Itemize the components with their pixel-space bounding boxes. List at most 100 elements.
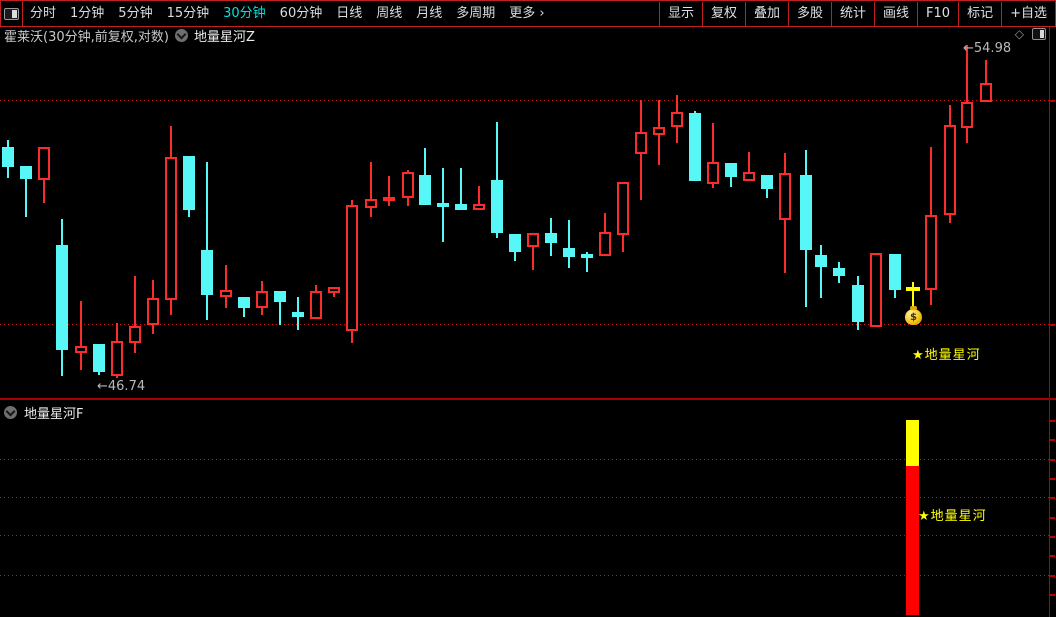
toolbar-button-7[interactable]: 标记 <box>958 1 1001 26</box>
candle <box>509 234 521 252</box>
sub-indicator-name: 地量星河F <box>24 407 84 422</box>
toolbar-button-8[interactable]: +自选 <box>1001 1 1055 26</box>
candle <box>365 199 377 208</box>
axis-tick <box>1049 594 1055 596</box>
price-axis-border <box>1049 27 1050 617</box>
chevron-down-circle-icon[interactable] <box>4 406 17 419</box>
candle <box>111 341 123 376</box>
toolbar-right-buttons: 显示 复权 叠加 多股 统计 画线 F10 标记 +自选 <box>658 1 1055 26</box>
candle <box>961 102 973 128</box>
tab-period-4[interactable]: 30分钟 <box>223 5 266 21</box>
candle <box>129 326 141 343</box>
toolbar-button-1[interactable]: 复权 <box>701 1 745 26</box>
candle-wick <box>370 162 372 217</box>
diamond-icon[interactable]: ◇ <box>1014 27 1024 41</box>
tab-period-1[interactable]: 1分钟 <box>70 5 105 21</box>
chart-title-bar: 霍莱沃(30分钟,前复权,对数) 地量星河Z <box>0 26 1056 45</box>
candle <box>852 285 864 322</box>
candle-wick <box>712 123 714 188</box>
axis-tick <box>1049 324 1055 326</box>
candle-wick <box>966 45 968 143</box>
tab-period-3[interactable]: 15分钟 <box>166 5 210 21</box>
layout-split-button[interactable] <box>1 1 23 26</box>
candle <box>2 147 14 167</box>
candle <box>870 253 882 327</box>
candle <box>545 233 557 243</box>
candle <box>419 175 431 205</box>
candle <box>328 287 340 293</box>
toolbar-button-5[interactable]: 画线 <box>874 1 917 26</box>
candle <box>183 156 195 210</box>
candle-wick <box>460 168 462 210</box>
candle <box>93 344 105 372</box>
gridline <box>0 535 1049 536</box>
candle-wick <box>388 176 390 206</box>
signal-label-main: ★地量星河 <box>912 348 981 363</box>
tab-period-9[interactable]: 多周期 <box>456 5 496 21</box>
candle-wick <box>206 162 208 320</box>
candle-wick <box>80 301 82 370</box>
tab-period-5[interactable]: 60分钟 <box>279 5 323 21</box>
candle <box>274 291 286 302</box>
candle <box>383 197 395 201</box>
money-bag-icon: $ <box>905 306 922 325</box>
axis-tick <box>1049 439 1055 441</box>
candle <box>980 83 992 102</box>
candle <box>617 182 629 235</box>
axis-tick <box>1049 536 1055 538</box>
candle <box>256 291 268 308</box>
tab-period-8[interactable]: 月线 <box>416 5 443 21</box>
candle <box>147 298 159 325</box>
candle-wick <box>748 152 750 181</box>
toolbar-button-3[interactable]: 多股 <box>788 1 831 26</box>
panel-toggle-icon[interactable] <box>1032 28 1046 40</box>
candle <box>743 172 755 181</box>
candle <box>346 205 358 331</box>
candle <box>800 175 812 250</box>
candle-wick <box>586 252 588 272</box>
instrument-title: 霍莱沃(30分钟,前复权,对数) <box>4 30 169 45</box>
chart-corner-icons: ◇ <box>1015 28 1046 40</box>
candle-wick <box>134 276 136 353</box>
candle <box>833 268 845 276</box>
axis-tick <box>1049 517 1055 519</box>
candle <box>310 291 322 319</box>
tab-period-6[interactable]: 日线 <box>336 5 363 21</box>
tab-period-7[interactable]: 周线 <box>376 5 403 21</box>
period-tabs: 分时 1分钟 5分钟 15分钟 30分钟 60分钟 日线 周线 月线 多周期 更多 › <box>23 1 552 26</box>
candle-wick <box>532 233 534 270</box>
high-price-label: ←54.98 <box>963 41 1012 56</box>
candle <box>220 290 232 297</box>
window-split-icon <box>4 7 19 20</box>
candle-wick <box>820 245 822 298</box>
candle <box>473 204 485 210</box>
candle-wick <box>985 60 987 102</box>
chevron-down-circle-icon[interactable] <box>174 29 188 42</box>
toolbar-button-6[interactable]: F10 <box>917 1 958 26</box>
candle <box>238 297 250 308</box>
candle <box>201 250 213 295</box>
gridline <box>0 497 1049 498</box>
candle <box>671 112 683 127</box>
candle <box>491 180 503 233</box>
tab-period-0[interactable]: 分时 <box>30 5 57 21</box>
candle <box>599 232 611 256</box>
candle <box>815 255 827 267</box>
axis-tick <box>1049 100 1055 102</box>
gridline <box>0 100 1049 101</box>
candle <box>56 245 68 350</box>
tab-period-10[interactable]: 更多 › <box>509 5 545 21</box>
toolbar-button-4[interactable]: 统计 <box>831 1 874 26</box>
candle <box>563 248 575 257</box>
gridline <box>0 324 1049 325</box>
tab-period-2[interactable]: 5分钟 <box>118 5 153 21</box>
toolbar-button-2[interactable]: 叠加 <box>744 1 788 26</box>
candle <box>761 175 773 189</box>
panel-separator[interactable] <box>0 398 1056 400</box>
candle <box>437 203 449 207</box>
signal-label-sub: ★地量星河 <box>918 509 987 524</box>
candle <box>165 157 177 300</box>
toolbar-button-0[interactable]: 显示 <box>658 1 702 26</box>
axis-tick <box>1049 478 1055 480</box>
